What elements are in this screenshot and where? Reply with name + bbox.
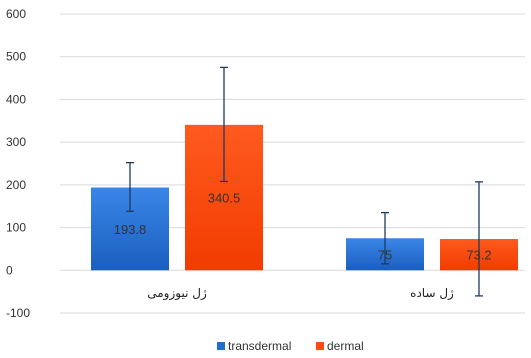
data-label-dermal-1: 73.2 bbox=[466, 248, 491, 263]
data-label-transdermal-1: 75 bbox=[378, 247, 392, 262]
legend-label: dermal bbox=[327, 339, 364, 353]
legend-item-transdermal: transdermal bbox=[217, 339, 291, 353]
error-bar-transdermal-1 bbox=[381, 211, 389, 265]
data-label-transdermal-0: 193.8 bbox=[114, 222, 147, 237]
y-tick-label: 300 bbox=[6, 135, 26, 149]
data-label-dermal-0: 340.5 bbox=[208, 191, 241, 206]
legend: transdermal dermal bbox=[217, 339, 364, 353]
error-bars bbox=[126, 66, 483, 297]
legend-label: transdermal bbox=[228, 339, 291, 353]
error-bar-dermal-0 bbox=[220, 66, 228, 183]
y-tick-label: 200 bbox=[6, 178, 26, 192]
y-tick-label: 400 bbox=[6, 92, 26, 106]
legend-swatch bbox=[217, 342, 225, 350]
y-axis-tick-labels: -100 0 100 200 300 400 500 600 bbox=[6, 7, 30, 320]
legend-swatch bbox=[316, 342, 324, 350]
legend-item-dermal: dermal bbox=[316, 339, 364, 353]
y-tick-label: -100 bbox=[6, 306, 30, 320]
error-bar-transdermal-0 bbox=[126, 161, 134, 212]
error-bar-dermal-1 bbox=[475, 181, 483, 297]
category-labels: ژل نیوزومی ژل ساده bbox=[147, 286, 454, 301]
category-label-1: ژل ساده bbox=[410, 286, 454, 301]
category-label-0: ژل نیوزومی bbox=[147, 286, 207, 301]
y-tick-label: 0 bbox=[6, 263, 13, 277]
y-tick-label: 600 bbox=[6, 7, 26, 21]
bars bbox=[91, 124, 518, 271]
y-tick-label: 500 bbox=[6, 50, 26, 64]
data-labels: 193.8 340.5 75 73.2 bbox=[114, 191, 492, 263]
y-tick-label: 100 bbox=[6, 221, 26, 235]
